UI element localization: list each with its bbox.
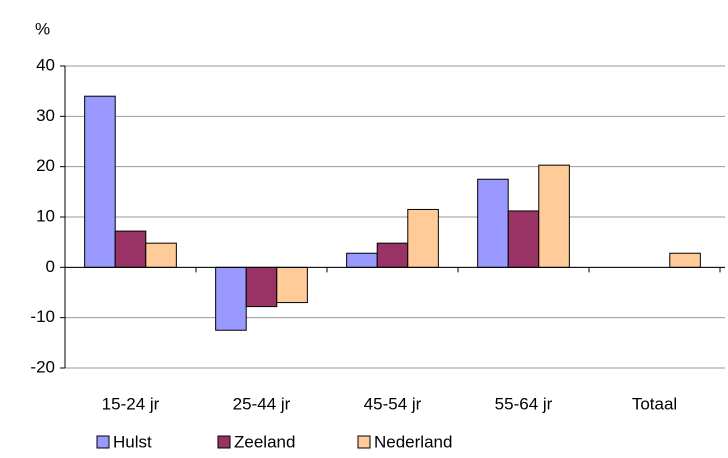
bar — [245, 266, 278, 308]
y-tick-label: -10 — [30, 307, 55, 326]
x-tick-label: 15-24 jr — [102, 394, 160, 413]
y-tick-label: -20 — [30, 357, 55, 376]
legend-swatch — [217, 435, 231, 449]
legend-label: Nederland — [374, 432, 452, 451]
bar — [669, 252, 701, 268]
x-tick-label: Totaal — [632, 394, 677, 413]
bar — [477, 178, 509, 268]
bar — [114, 230, 147, 268]
y-tick-label: 10 — [36, 206, 55, 225]
x-tick-label: 45-54 jr — [364, 394, 422, 413]
legend-label: Hulst — [113, 432, 152, 451]
bar — [145, 242, 177, 268]
bar — [376, 242, 409, 268]
bar — [215, 266, 247, 331]
bar — [84, 95, 116, 268]
bar — [346, 252, 378, 268]
legend-label: Zeeland — [234, 432, 295, 451]
legend-swatch — [96, 435, 110, 449]
y-tick-label: 0 — [46, 257, 55, 276]
y-axis-label: % — [35, 19, 50, 38]
y-tick-label: 20 — [36, 156, 55, 175]
x-tick-label: 55-64 jr — [495, 394, 553, 413]
bar — [538, 164, 570, 268]
bar — [276, 266, 308, 304]
x-tick-label: 25-44 jr — [233, 394, 291, 413]
bar — [507, 210, 540, 268]
bar — [407, 208, 439, 268]
y-tick-label: 30 — [36, 106, 55, 125]
y-tick-label: 40 — [36, 55, 55, 74]
legend-swatch — [357, 435, 371, 449]
